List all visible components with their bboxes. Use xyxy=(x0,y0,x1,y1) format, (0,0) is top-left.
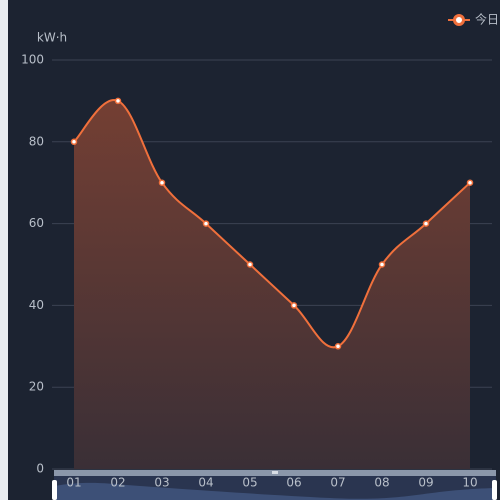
point xyxy=(334,343,342,350)
y-tick-label: 40 xyxy=(29,298,44,312)
point xyxy=(246,261,254,268)
y-axis-label: kW·h xyxy=(37,31,67,45)
x-tick-label: 01 xyxy=(66,476,81,490)
left-edge xyxy=(0,0,8,500)
point xyxy=(378,261,386,268)
x-tick-label: 02 xyxy=(110,476,125,490)
x-tick-label: 09 xyxy=(418,476,433,490)
data-zoom-slider[interactable] xyxy=(52,470,497,500)
y-tick-label: 80 xyxy=(29,134,44,148)
x-tick-label: 05 xyxy=(242,476,257,490)
y-tick-label: 0 xyxy=(36,462,44,476)
point xyxy=(70,138,78,146)
slider-handle-left[interactable] xyxy=(52,480,57,500)
y-tick-label: 20 xyxy=(29,380,44,394)
x-tick-label: 08 xyxy=(374,476,389,490)
y-tick-label: 100 xyxy=(21,53,44,67)
x-tick-label: 04 xyxy=(198,476,213,490)
x-tick-label: 07 xyxy=(330,476,345,490)
line xyxy=(73,99,471,349)
slider-preview xyxy=(54,482,496,500)
legend-label[interactable]: 今日 xyxy=(475,12,499,27)
area xyxy=(74,100,470,469)
slider-grip xyxy=(272,471,278,474)
x-tick-label: 06 xyxy=(286,476,301,490)
point xyxy=(422,220,430,227)
y-tick-label: 60 xyxy=(29,216,44,230)
point xyxy=(466,179,474,186)
point xyxy=(290,302,298,309)
legend-icon xyxy=(453,14,465,26)
slider-handle-right[interactable] xyxy=(492,480,497,500)
point xyxy=(158,179,166,186)
x-tick-label: 03 xyxy=(154,476,169,490)
x-tick-label: 10 xyxy=(462,476,477,490)
point xyxy=(114,97,122,105)
point xyxy=(202,220,210,227)
